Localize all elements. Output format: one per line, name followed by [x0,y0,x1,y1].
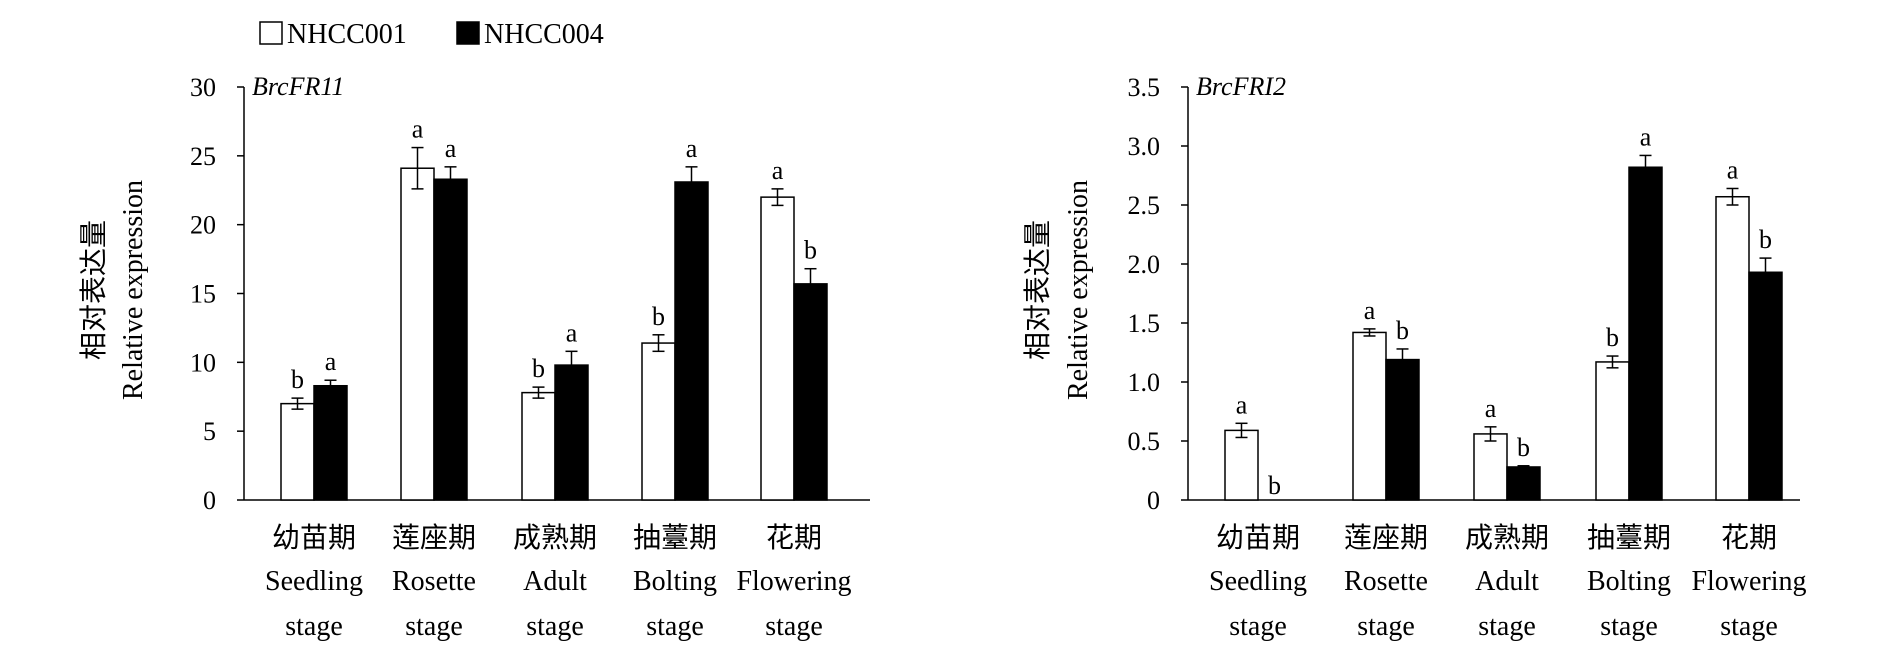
significance-label: a [325,347,337,376]
category-label-stage: stage [526,611,584,642]
category-label-stage: stage [405,611,463,642]
bar-nhcc004 [313,384,348,501]
legend-label-nhcc004: NHCC004 [484,19,604,50]
y-tick-label: 5 [203,417,216,446]
bar-nhcc004 [1385,358,1420,501]
chart-title: BrcFRI2 [1196,72,1286,101]
y-tick-label: 30 [190,73,216,102]
category-label-cn: 莲座期 [392,522,476,554]
legend-swatch-nhcc001 [259,21,283,45]
category-label-cn: 成熟期 [513,522,597,554]
y-axis-label-cn: 相对表达量 [78,220,110,360]
bar-nhcc004 [793,283,828,501]
y-axis-label: Relative expression [118,180,149,400]
bar-nhcc001 [760,196,795,501]
bar-nhcc004 [433,178,468,501]
y-tick-label: 25 [190,142,216,171]
bar-nhcc004 [1506,466,1541,501]
significance-label: a [1727,155,1739,184]
category-label-stage: stage [646,611,704,642]
y-tick-label: 0 [203,486,216,515]
significance-label: a [1640,122,1652,151]
category-label-cn: 抽薹期 [633,522,717,554]
bar-nhcc004 [674,181,709,501]
category-label-cn: 幼苗期 [272,522,356,554]
significance-label: a [772,156,784,185]
bar-nhcc001 [280,402,315,501]
category-label-en: Adult [523,566,587,597]
significance-label: a [412,115,424,144]
category-label-en: Rosette [392,566,476,597]
category-label-en: Bolting [633,566,717,597]
y-axis-label-cn: 相对表达量 [1022,220,1054,360]
category-label-stage: stage [1357,611,1415,642]
bar-nhcc001 [1595,361,1630,501]
y-tick-label: 3.0 [1128,132,1161,161]
significance-label: a [1485,394,1497,423]
significance-label: b [1606,323,1619,352]
category-label-stage: stage [1600,611,1658,642]
bar-nhcc001 [1715,195,1750,501]
chart-panel-brcfr11: 0 5 10 15 20 25 30 BrcFR11 相对表达量 Relative express… [78,72,870,642]
legend-swatch-nhcc004 [456,21,480,45]
bar-nhcc001 [521,391,556,501]
significance-label: b [291,365,304,394]
category-label-stage: stage [285,611,343,642]
chart-panel-brcfri2: 0 0.5 1.0 1.5 2.0 2.5 3.0 3.5 BrcFRI2 相对表达量 Relati… [1022,72,1807,642]
y-tick-label: 1.5 [1128,309,1161,338]
significance-label: b [1396,316,1409,345]
category-label-en: Seedling [265,566,363,597]
category-label-cn: 花期 [766,522,822,554]
category-label-cn: 莲座期 [1344,522,1428,554]
y-tick-label: 15 [190,280,216,309]
y-tick-label: 0 [1147,486,1160,515]
category-label-en: Seedling [1209,566,1307,597]
legend: NHCC001 NHCC004 [259,19,604,50]
y-tick-label: 20 [190,211,216,240]
bar-nhcc004 [1628,166,1663,501]
significance-label: a [566,318,578,347]
category-label-cn: 成熟期 [1465,522,1549,554]
significance-label: b [804,236,817,265]
legend-label-nhcc001: NHCC001 [287,19,407,50]
category-label-stage: stage [1720,611,1778,642]
category-label-stage: stage [765,611,823,642]
category-label-en: Adult [1475,566,1539,597]
bar-nhcc001 [641,342,676,501]
y-tick-label: 0.5 [1128,427,1161,456]
y-tick-label: 1.0 [1128,368,1161,397]
category-label-en: Flowering [736,566,851,597]
significance-label: a [445,134,457,163]
significance-label: a [1364,296,1376,325]
significance-label: a [686,134,698,163]
category-label-cn: 抽薹期 [1587,522,1671,554]
category-label-cn: 花期 [1721,522,1777,554]
y-tick-label: 10 [190,348,216,377]
bar-nhcc004 [1748,271,1783,501]
category-label-stage: stage [1229,611,1287,642]
category-label-en: Flowering [1691,566,1806,597]
y-tick-label: 3.5 [1128,73,1161,102]
y-tick-label: 2.5 [1128,191,1161,220]
significance-label: b [652,302,665,331]
category-label-stage: stage [1478,611,1536,642]
category-label-cn: 幼苗期 [1216,522,1300,554]
chart-title: BrcFR11 [252,72,344,101]
y-tick-label: 2.0 [1128,250,1161,279]
significance-label: a [1236,390,1248,419]
bar-nhcc001 [1352,331,1387,501]
significance-label: b [1759,225,1772,254]
significance-label: b [1517,433,1530,462]
category-label-en: Bolting [1587,566,1671,597]
category-label-en: Rosette [1344,566,1428,597]
bar-nhcc004 [554,364,589,501]
bar-nhcc001 [400,167,435,501]
y-axis-label: Relative expression [1063,180,1094,400]
bar-nhcc001 [1473,433,1508,501]
significance-label: b [1268,471,1281,500]
bar-nhcc001 [1224,429,1259,501]
significance-label: b [532,354,545,383]
